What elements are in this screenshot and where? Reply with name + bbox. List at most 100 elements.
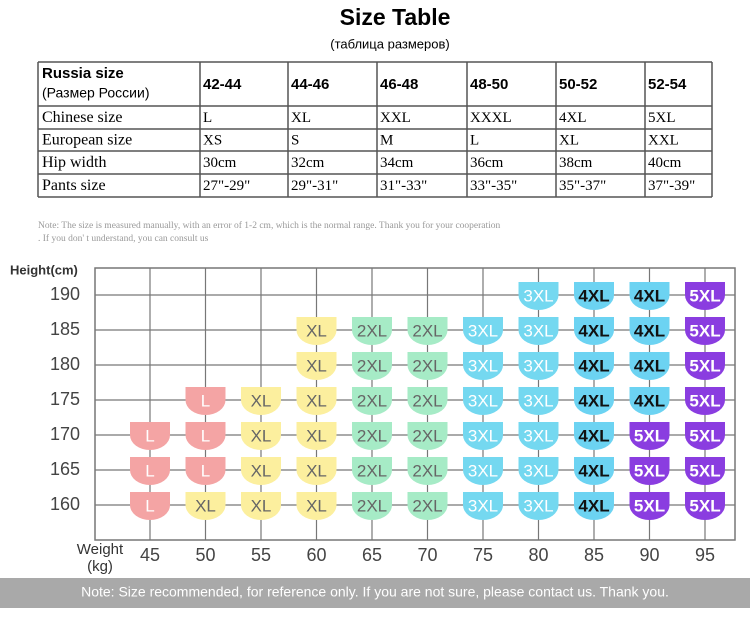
size-badge-label: XL <box>251 426 272 445</box>
table-cell: 27"-29" <box>203 178 250 194</box>
size-badge <box>685 422 725 450</box>
table-cell: 38cm <box>559 155 593 171</box>
table-header-size: 44-46 <box>291 76 329 93</box>
table-cell: 36cm <box>470 155 504 171</box>
size-badge <box>241 492 281 520</box>
size-badge <box>574 457 614 485</box>
size-badge <box>518 352 559 380</box>
y-tick-label: 165 <box>50 459 80 479</box>
table-cell: 35"-37" <box>559 178 606 194</box>
size-badge-label: L <box>145 461 154 480</box>
size-badge <box>241 387 281 415</box>
table-cell: 31"-33" <box>380 178 427 194</box>
size-badge <box>296 317 337 346</box>
size-badge <box>574 387 614 415</box>
size-badge <box>685 352 725 380</box>
size-badge <box>130 492 170 520</box>
table-row-label: Chinese size <box>42 109 122 126</box>
size-badge-label: XL <box>306 461 327 480</box>
size-badge-label: 4XL <box>578 461 609 480</box>
size-badge <box>685 457 725 485</box>
size-badge-label: 5XL <box>689 461 720 480</box>
table-cell: XXXL <box>470 110 512 126</box>
size-badge <box>407 352 448 380</box>
size-badge <box>629 352 670 380</box>
size-badge-label: 3XL <box>468 321 498 340</box>
size-badge <box>407 387 448 416</box>
size-badge <box>518 422 559 451</box>
size-badge-label: 2XL <box>357 391 387 410</box>
table-header-size: 46-48 <box>380 76 418 93</box>
size-badge <box>629 387 670 416</box>
note: . If you don' t understand, you can cons… <box>38 233 209 244</box>
size-badge <box>629 422 670 451</box>
size-badge-label: 2XL <box>412 496 442 515</box>
size-badge <box>352 317 392 345</box>
x-tick-label: 50 <box>195 545 215 565</box>
table-cell: 5XL <box>648 110 676 126</box>
size-badge-label: 4XL <box>578 356 609 375</box>
size-badge-label: 5XL <box>689 286 720 305</box>
size-badge-label: XL <box>251 391 272 410</box>
size-badge-label: 4XL <box>578 426 609 445</box>
table-cell: 40cm <box>648 155 682 171</box>
size-badge <box>407 317 448 346</box>
size-badge-label: 3XL <box>523 356 553 375</box>
size-badge <box>463 422 503 450</box>
table-header-size: 52-54 <box>648 76 687 93</box>
size-badge <box>296 352 337 380</box>
size-badge-label: 2XL <box>357 461 387 480</box>
size-badge <box>185 492 226 520</box>
size-badge <box>130 457 170 485</box>
table-cell: 30cm <box>203 155 237 171</box>
size-badge-label: L <box>145 496 154 515</box>
table-header-size: 48-50 <box>470 76 508 93</box>
table-cell: 29"-31" <box>291 178 338 194</box>
size-badge <box>685 317 725 345</box>
size-badge <box>352 457 392 485</box>
size-badge-label: 3XL <box>523 286 553 305</box>
size-badge-label: XL <box>306 426 327 445</box>
table-cell: 33"-35" <box>470 178 517 194</box>
size-badge <box>407 492 448 520</box>
size-badge-label: 5XL <box>689 391 720 410</box>
table-cell: L <box>203 110 212 126</box>
size-badge <box>574 422 614 450</box>
size-badge <box>629 457 670 486</box>
size-badge-label: 5XL <box>689 496 720 515</box>
size-badge-label: XL <box>251 496 272 515</box>
size-badge-label: L <box>145 426 154 445</box>
size-badge <box>518 387 559 416</box>
size-badge <box>629 282 670 311</box>
size-badge-label: 3XL <box>468 461 498 480</box>
table-cell: S <box>291 132 299 148</box>
size-badge <box>352 492 392 520</box>
size-badge <box>130 422 170 450</box>
subtitle: (таблица размеров) <box>330 36 450 51</box>
size-badge-label: 5XL <box>634 496 665 515</box>
table-cell: XS <box>203 132 222 148</box>
size-badge <box>685 282 725 310</box>
table-row-label: Pants size <box>42 177 106 194</box>
y-tick-label: 160 <box>50 494 80 514</box>
size-badge-label: 2XL <box>357 356 387 375</box>
size-badge <box>296 387 337 416</box>
size-badge <box>685 387 725 415</box>
size-badge <box>407 457 448 486</box>
size-badge <box>518 457 559 486</box>
size-badge <box>463 317 503 345</box>
size-badge-label: 2XL <box>412 356 442 375</box>
size-badge-label: 3XL <box>523 321 553 340</box>
size-badge-label: 2XL <box>357 426 387 445</box>
table-cell: XXL <box>380 110 411 126</box>
x-tick-label: 95 <box>695 545 715 565</box>
table-cell: XL <box>559 132 579 148</box>
size-badge <box>463 387 503 415</box>
size-badge <box>185 422 226 451</box>
size-badge-label: 3XL <box>468 426 498 445</box>
size-badge-label: 2XL <box>412 391 442 410</box>
table-row-label: European size <box>42 132 132 149</box>
size-badge <box>241 422 281 450</box>
footer-bar <box>0 578 750 608</box>
